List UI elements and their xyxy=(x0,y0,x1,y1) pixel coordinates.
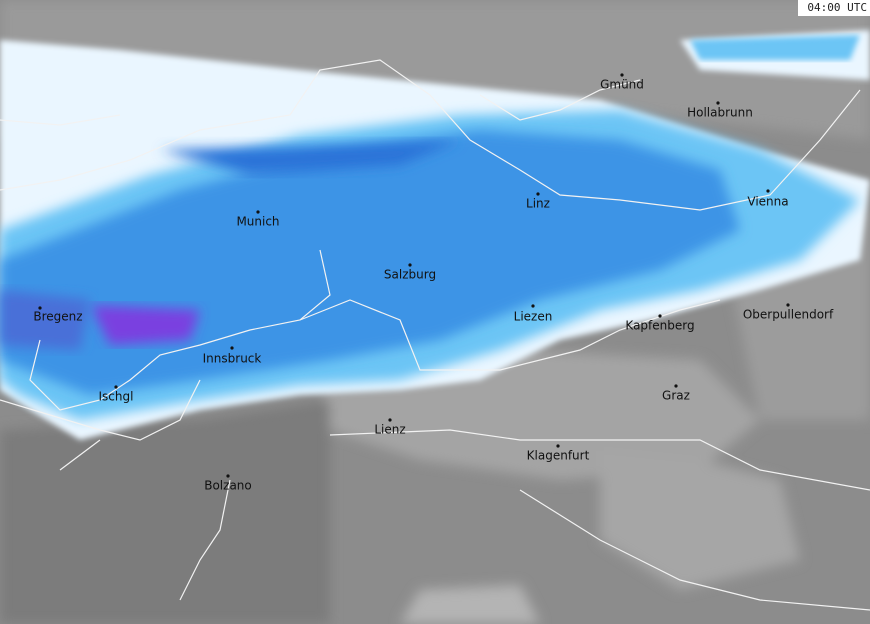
city-label: Gmünd xyxy=(600,78,644,92)
city-label: Ischgl xyxy=(99,390,134,404)
city-dot xyxy=(620,73,624,77)
city-dot xyxy=(556,444,560,448)
borders xyxy=(0,59,870,611)
timestamp: 04:00 UTC xyxy=(807,1,867,14)
city-label: Lienz xyxy=(374,423,405,437)
city-dot xyxy=(230,346,234,350)
city-dot xyxy=(256,210,260,214)
city-markers: Gmünd Hollabrunn Linz Vienna Munich Salz… xyxy=(33,73,834,493)
city-dot xyxy=(38,306,42,310)
city-label: Salzburg xyxy=(384,268,436,282)
precipitation xyxy=(0,30,870,440)
city-dot xyxy=(716,101,720,105)
city-dot xyxy=(786,303,790,307)
city-dot xyxy=(536,192,540,196)
city-label: Linz xyxy=(526,197,550,211)
city-dot xyxy=(766,189,770,193)
city-label: Vienna xyxy=(747,195,788,209)
city-dot xyxy=(226,474,230,478)
city-dot xyxy=(531,304,535,308)
city-label: Innsbruck xyxy=(203,352,262,366)
city-label: Liezen xyxy=(514,310,553,324)
city-label: Bolzano xyxy=(204,479,252,493)
city-dot xyxy=(674,384,678,388)
city-label: Klagenfurt xyxy=(527,449,590,463)
city-label: Oberpullendorf xyxy=(743,308,834,322)
city-dot xyxy=(114,385,118,389)
city-label: Kapfenberg xyxy=(625,319,694,333)
city-dot xyxy=(658,314,662,318)
timestamp-box xyxy=(798,0,870,16)
city-label: Graz xyxy=(662,389,690,403)
city-dot xyxy=(408,263,412,267)
city-label: Bregenz xyxy=(33,310,82,324)
city-label: Munich xyxy=(236,215,279,229)
city-label: Hollabrunn xyxy=(687,106,753,120)
city-dot xyxy=(388,418,392,422)
